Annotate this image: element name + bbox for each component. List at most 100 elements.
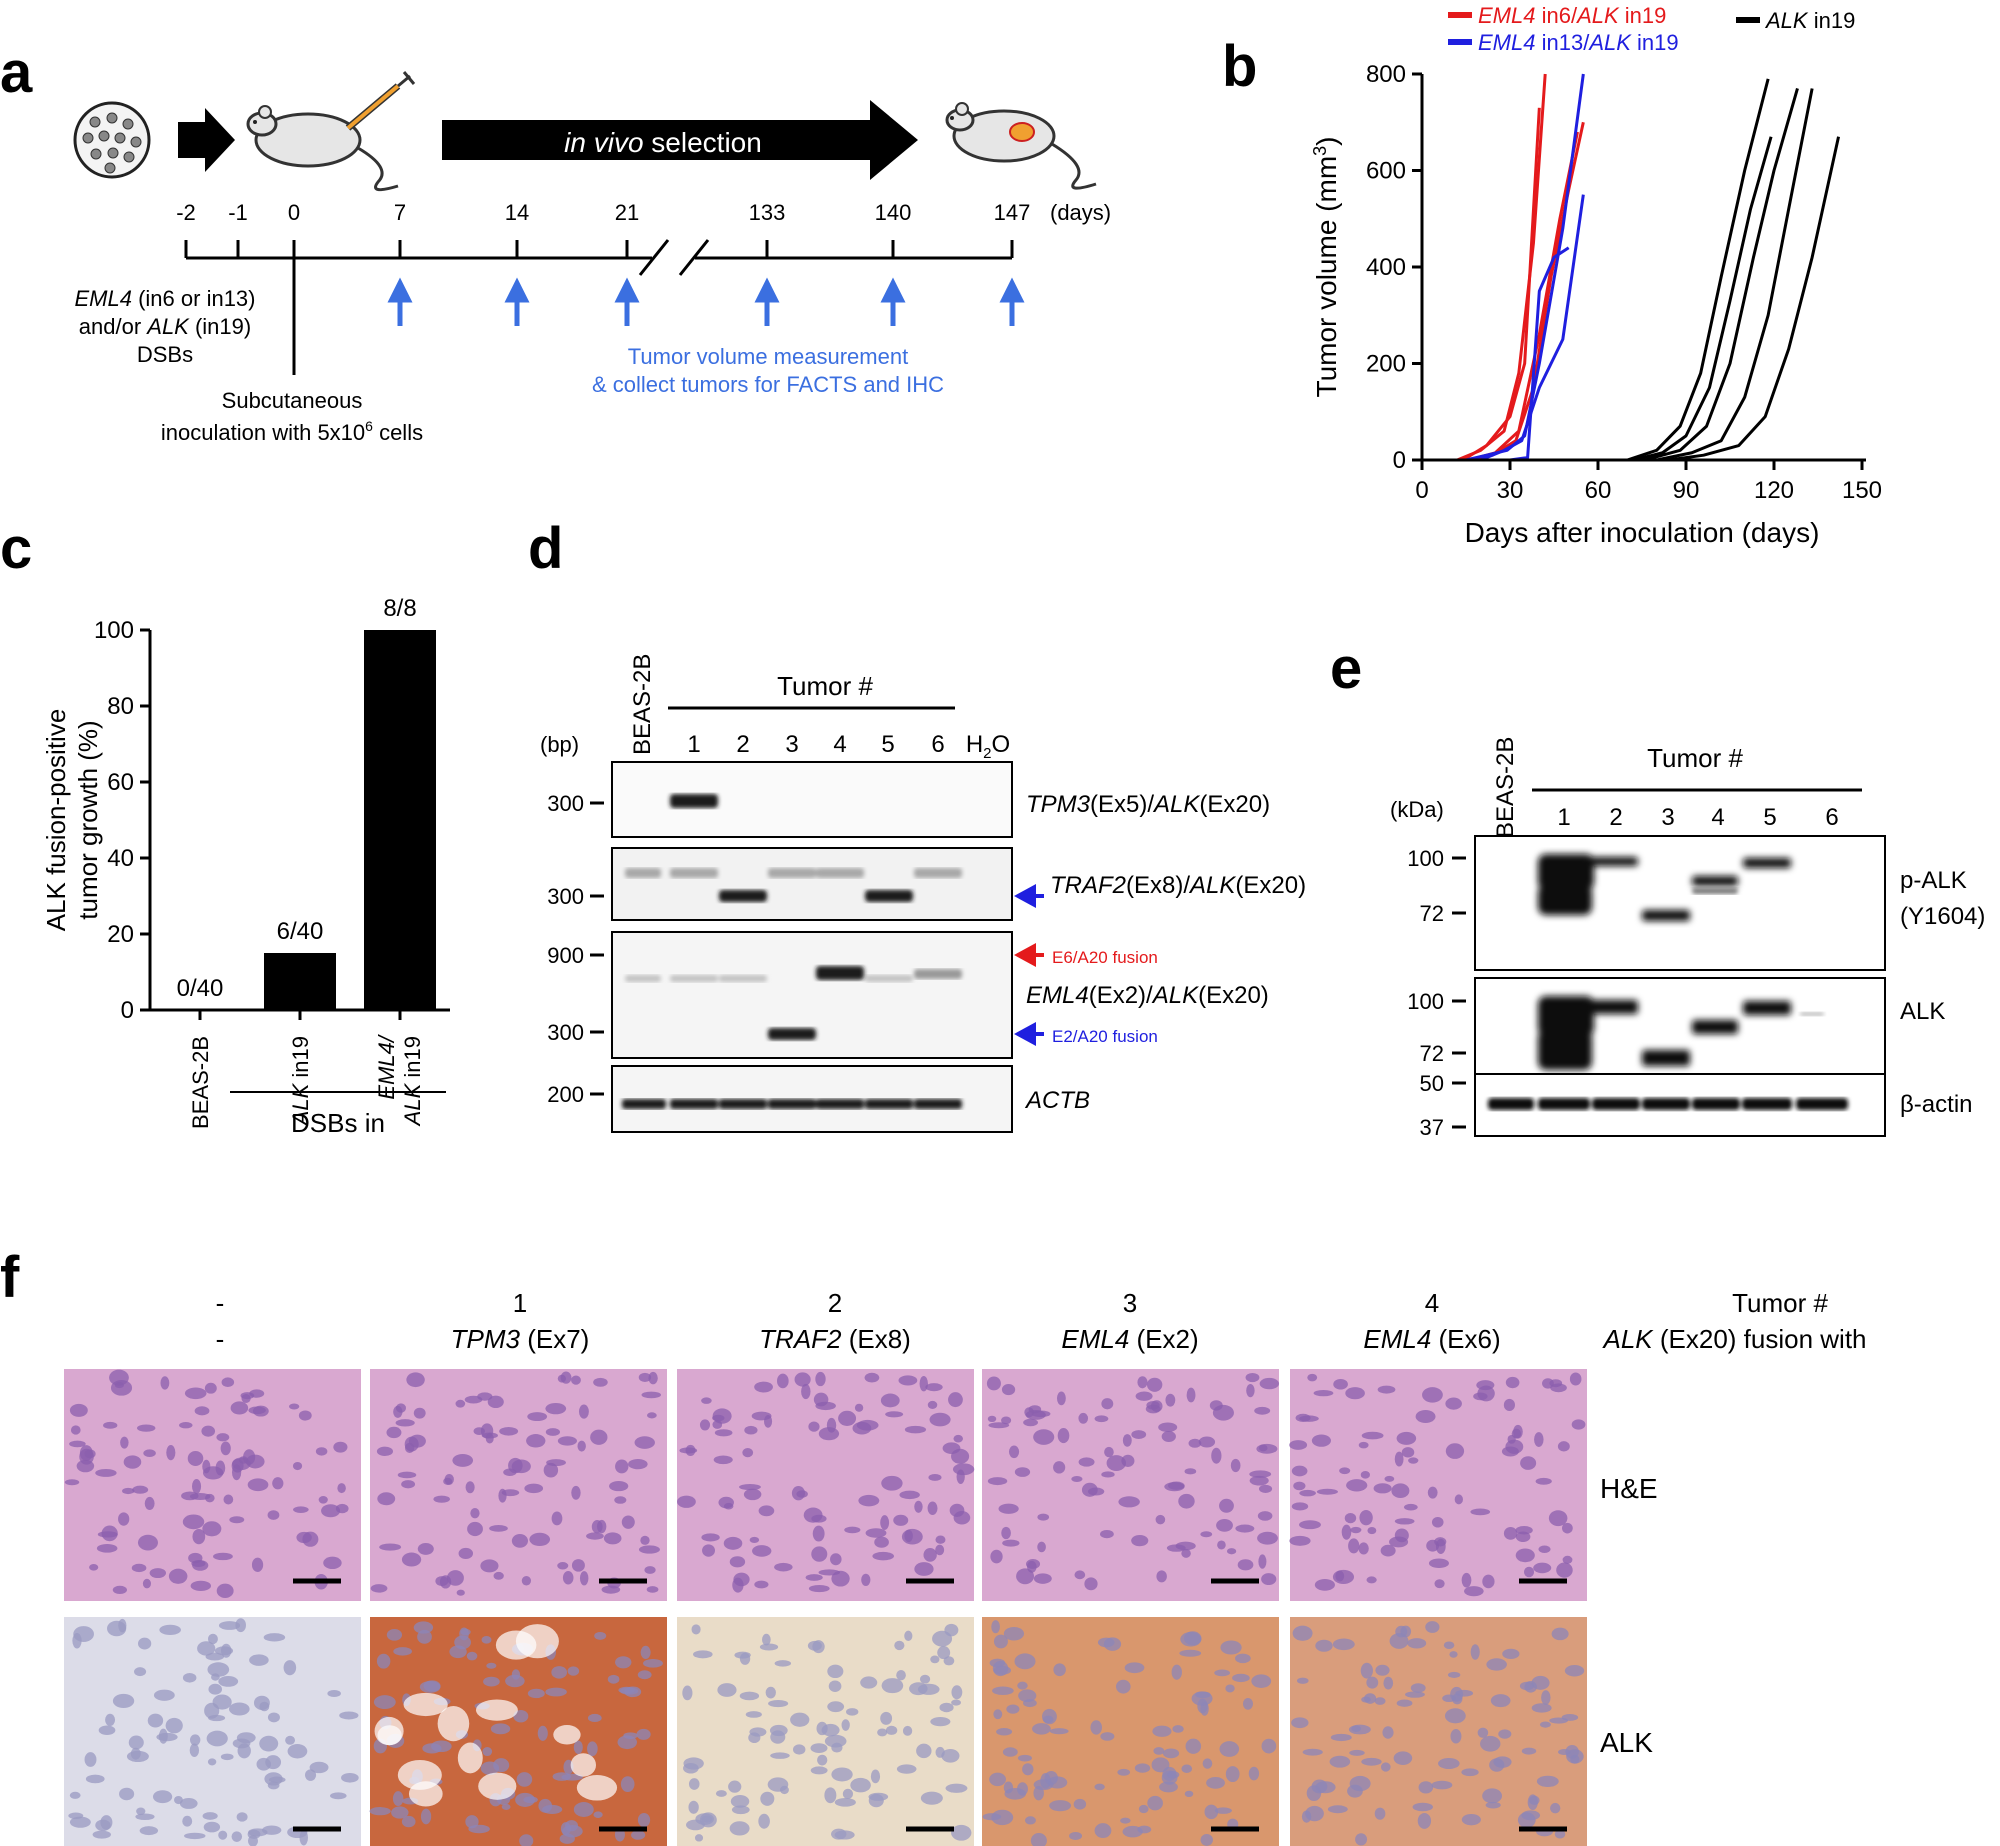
gel-eml4-alk: 900 300 E6/A20 fusion EML4(Ex2)/ALK(Ex20… bbox=[547, 931, 1269, 1059]
y-tick-label: 0 bbox=[121, 997, 134, 1024]
y-tick-label: 100 bbox=[94, 617, 134, 644]
series-line-9 bbox=[1422, 136, 1773, 462]
gel-actb: 200 ACTB bbox=[547, 1065, 1090, 1133]
lane-5: 5 bbox=[881, 731, 894, 758]
panel-e: e BEAS-2B Tumor # (kDa) 1 2 3 4 5 6 100 … bbox=[1330, 636, 1985, 1140]
tick-day-147: 147 bbox=[994, 200, 1031, 225]
bar-value-label: 6/40 bbox=[277, 918, 324, 945]
petri-dish-icon bbox=[73, 101, 151, 179]
y-tick-label: 200 bbox=[1366, 351, 1406, 378]
in-vivo-selection-arrow: in vivo selection bbox=[442, 100, 918, 180]
series-line-10 bbox=[1422, 88, 1799, 462]
lane-labels: 1 2 3 4 5 6 bbox=[1557, 804, 1838, 831]
panel-label-d: d bbox=[528, 516, 563, 581]
gel-traf2-alk: 300 TRAF2(Ex8)/ALK(Ex20) bbox=[547, 847, 1306, 921]
row-label-fusion: ALK (Ex20) fusion with bbox=[1601, 1324, 1866, 1354]
tick-day-140: 140 bbox=[875, 200, 912, 225]
y-tick-label: 600 bbox=[1366, 158, 1406, 185]
svg-text:TRAF2(Ex8)/ALK(Ex20): TRAF2(Ex8)/ALK(Ex20) bbox=[1050, 872, 1306, 899]
category-label-2: ALK in19 bbox=[288, 1036, 313, 1127]
days-label: (days) bbox=[1050, 200, 1111, 225]
svg-text:TPM3(Ex5)/ALK(Ex20): TPM3(Ex5)/ALK(Ex20) bbox=[1026, 791, 1270, 818]
svg-text:& collect tumors for FACTS and: & collect tumors for FACTS and IHC bbox=[592, 372, 944, 397]
row-label-alk: ALK bbox=[1600, 1727, 1653, 1758]
he-stain-image-1 bbox=[64, 1369, 361, 1601]
series-line-2 bbox=[1422, 107, 1541, 462]
lane-labels: 1 2 3 4 5 6 H2O bbox=[687, 731, 1010, 762]
svg-text:72: 72 bbox=[1420, 1041, 1444, 1066]
svg-text:ALK: ALK bbox=[1900, 998, 1945, 1025]
svg-text:100: 100 bbox=[1407, 846, 1444, 871]
svg-text:EML4 (Ex6): EML4 (Ex6) bbox=[1363, 1324, 1500, 1354]
svg-text:(Y1604): (Y1604) bbox=[1900, 903, 1985, 930]
panel-d: d BEAS-2B Tumor # (bp) 1 2 3 4 5 6 H2O 3… bbox=[528, 516, 1306, 1133]
svg-text:3: 3 bbox=[1123, 1288, 1137, 1318]
svg-text:EML4 (Ex2): EML4 (Ex2) bbox=[1061, 1324, 1198, 1354]
tumor-header: Tumor # bbox=[1647, 743, 1743, 773]
svg-text:200: 200 bbox=[547, 1082, 584, 1107]
svg-text:50: 50 bbox=[1420, 1071, 1444, 1096]
svg-text:37: 37 bbox=[1420, 1115, 1444, 1140]
panel-f: f - - 1 TPM3 (Ex7) 2 TRAF2 (Ex8) 3 EML4 … bbox=[0, 1245, 1867, 1846]
fusion-positive-bar-chart: 0 20 40 60 80 100 ALK fusion-positivetumor gro… bbox=[41, 595, 450, 1129]
tick-day-7: 7 bbox=[394, 200, 406, 225]
y-tick-label: 20 bbox=[107, 921, 134, 948]
series-line-5 bbox=[1422, 73, 1585, 462]
lane-water: H2O bbox=[966, 731, 1010, 762]
he-stain-image-4 bbox=[982, 1369, 1280, 1601]
tumor-volume-chart: 0 30 60 90 120 150 0 200 400 600 800 Days after ino… bbox=[1310, 61, 1882, 548]
inoculation-note: Subcutaneous inoculation with 5x106 cell… bbox=[161, 388, 423, 445]
lane-1: 1 bbox=[1557, 804, 1570, 831]
row-label-he: H&E bbox=[1600, 1473, 1658, 1504]
alk-ihc-image-2 bbox=[369, 1617, 667, 1846]
y-tick-label: 800 bbox=[1366, 61, 1406, 88]
series-line-7 bbox=[1422, 246, 1570, 462]
svg-text:300: 300 bbox=[547, 884, 584, 909]
histology-grid bbox=[64, 1369, 1587, 1846]
svg-text:p-ALK: p-ALK bbox=[1900, 867, 1967, 894]
svg-text:β-actin: β-actin bbox=[1900, 1091, 1973, 1118]
lane-6: 6 bbox=[1825, 804, 1838, 831]
x-axis-label: Days after inoculation (days) bbox=[1465, 517, 1820, 548]
lane-2: 2 bbox=[736, 731, 749, 758]
svg-text:-: - bbox=[216, 1324, 225, 1354]
tick-day-14: 14 bbox=[505, 200, 529, 225]
x-tick-label: 60 bbox=[1585, 477, 1612, 504]
legend-entry-alk-in19: ALK in19 bbox=[1764, 8, 1855, 33]
svg-text:DSBs: DSBs bbox=[137, 342, 193, 367]
panel-label-a: a bbox=[0, 40, 33, 105]
panel-b: b EML4 in6/ALK in19 EML4 in13/ALK in19 A… bbox=[1222, 3, 1882, 548]
svg-text:1: 1 bbox=[513, 1288, 527, 1318]
right-arrow-icon bbox=[178, 108, 235, 172]
panel-label-c: c bbox=[0, 516, 32, 581]
bar-3 bbox=[364, 630, 436, 1010]
bar-value-label: 0/40 bbox=[177, 975, 224, 1002]
lane-4: 4 bbox=[833, 731, 846, 758]
e2-fusion-label: E2/A20 fusion bbox=[1052, 1027, 1158, 1046]
kda-label: (kDa) bbox=[1390, 797, 1444, 822]
panel-a: a in vivo selection bbox=[0, 40, 1111, 445]
svg-text:and/or ALK (in19): and/or ALK (in19) bbox=[79, 314, 251, 339]
bar-value-label: 8/8 bbox=[383, 595, 416, 622]
left-arrow-icon bbox=[1014, 1022, 1036, 1046]
timeline: -2 -1 0 7 14 21 133 140 147 (days) bbox=[176, 200, 1111, 375]
bp-label: (bp) bbox=[540, 732, 579, 757]
he-stain-image-2 bbox=[370, 1369, 667, 1601]
x-tick-label: 0 bbox=[1415, 477, 1428, 504]
y-tick-label: 40 bbox=[107, 845, 134, 872]
tick-day-21: 21 bbox=[615, 200, 639, 225]
lane-4: 4 bbox=[1711, 804, 1724, 831]
tumor-header: Tumor # bbox=[777, 671, 873, 701]
svg-text:inoculation with 5x106 cells: inoculation with 5x106 cells bbox=[161, 418, 423, 445]
lane-3: 3 bbox=[785, 731, 798, 758]
series-line-11 bbox=[1422, 88, 1814, 462]
control-lane-label: BEAS-2B bbox=[629, 654, 656, 755]
measurement-arrows bbox=[387, 277, 1025, 326]
y-tick-label: 0 bbox=[1393, 447, 1406, 474]
panel-label-b: b bbox=[1222, 34, 1257, 99]
control-lane-label: BEAS-2B bbox=[1492, 737, 1519, 838]
svg-text:TRAF2 (Ex8): TRAF2 (Ex8) bbox=[759, 1324, 911, 1354]
x-tick-label: 30 bbox=[1497, 477, 1524, 504]
measurement-note: Tumor volume measurement & collect tumor… bbox=[592, 344, 944, 397]
